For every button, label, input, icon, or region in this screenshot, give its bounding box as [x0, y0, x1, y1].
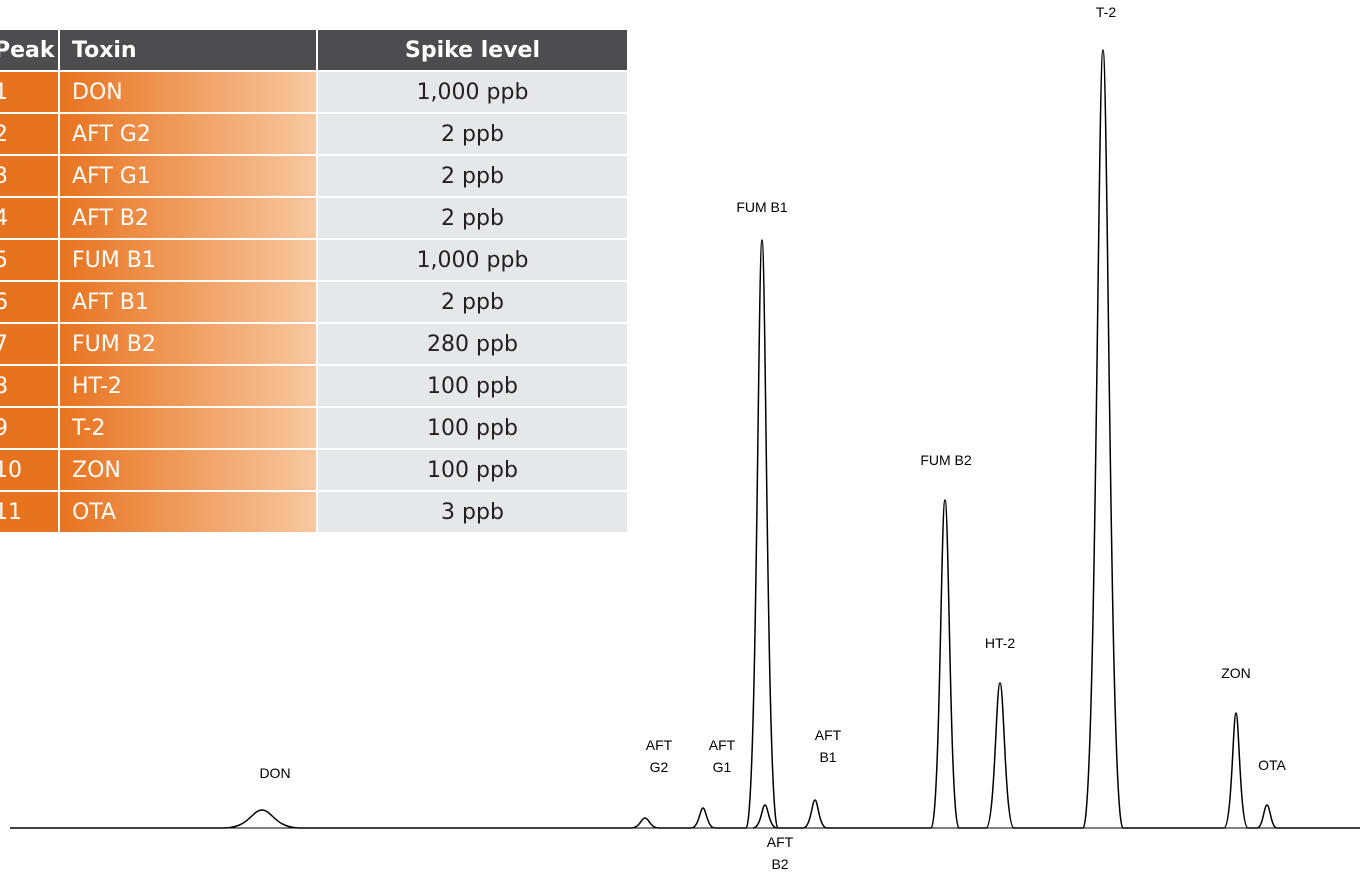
table-cell: AFT B2 [58, 196, 318, 240]
table-cell: 100 ppb [316, 364, 629, 408]
table-cell: HT-2 [58, 364, 318, 408]
table-cell: 4 [0, 196, 60, 240]
table-cell: 1,000 ppb [316, 70, 629, 114]
table-cell: 7 [0, 322, 60, 366]
peak-label: OTA [1258, 757, 1286, 773]
trace-shoulder [752, 804, 778, 829]
table-row: 10 ZON 100 ppb [0, 448, 629, 492]
table-cell: 1 [0, 70, 60, 114]
table-cell: 2 ppb [316, 196, 629, 240]
toxin-table: Peak Toxin Spike level 1 DON 1,000 ppb 2 AFT… [0, 30, 629, 534]
trace [10, 49, 1360, 829]
table-cell: ZON [58, 448, 318, 492]
peak-label: T-2 [1096, 4, 1116, 20]
table-cell: FUM B1 [58, 238, 318, 282]
header-cell: Toxin [58, 30, 318, 72]
peak-label: AFT [767, 834, 794, 850]
table-cell: 2 ppb [316, 280, 629, 324]
header-cell: Spike level [316, 30, 629, 72]
peak-label: HT-2 [985, 635, 1016, 651]
table-cell: 9 [0, 406, 60, 450]
table-cell: 3 ppb [316, 490, 629, 534]
table-row: 3 AFT G1 2 ppb [0, 154, 629, 198]
table-cell: 8 [0, 364, 60, 408]
table-cell: 10 [0, 448, 60, 492]
table-row: 6 AFT B1 2 ppb [0, 280, 629, 324]
table-cell: AFT B1 [58, 280, 318, 324]
peak-label: G1 [713, 759, 732, 775]
table-row: 2 AFT G2 2 ppb [0, 112, 629, 156]
table-cell: 6 [0, 280, 60, 324]
table-cell: 2 [0, 112, 60, 156]
table-cell: T-2 [58, 406, 318, 450]
table-row: 4 AFT B2 2 ppb [0, 196, 629, 240]
peak-label: AFT [815, 727, 842, 743]
table-row: 7 FUM B2 280 ppb [0, 322, 629, 366]
table-cell: 11 [0, 490, 60, 534]
peak-label: FUM B2 [920, 452, 972, 468]
table-cell: 3 [0, 154, 60, 198]
peak-label: ZON [1221, 665, 1251, 681]
table-cell: DON [58, 70, 318, 114]
table-cell: 2 ppb [316, 112, 629, 156]
table-cell: 1,000 ppb [316, 238, 629, 282]
table-cell: AFT G2 [58, 112, 318, 156]
table-row: 9 T-2 100 ppb [0, 406, 629, 450]
table-cell: 5 [0, 238, 60, 282]
peak-label: AFT [646, 737, 673, 753]
header-cell: Peak [0, 30, 60, 72]
peak-label: B1 [819, 749, 836, 765]
header-row: Peak Toxin Spike level [0, 30, 629, 72]
table-cell: FUM B2 [58, 322, 318, 366]
table-cell: 2 ppb [316, 154, 629, 198]
peak-label: FUM B1 [736, 199, 788, 215]
table-row: 8 HT-2 100 ppb [0, 364, 629, 408]
table-cell: OTA [58, 490, 318, 534]
table-cell: 100 ppb [316, 406, 629, 450]
peak-label: G2 [650, 759, 669, 775]
table-cell: AFT G1 [58, 154, 318, 198]
table-row: 11 OTA 3 ppb [0, 490, 629, 534]
table-row: 1 DON 1,000 ppb [0, 70, 629, 114]
peak-label: B2 [771, 856, 788, 872]
peak-label: AFT [709, 737, 736, 753]
table-row: 5 FUM B1 1,000 ppb [0, 238, 629, 282]
peak-labels: DON AFT G2 AFT G1 FUM B1 AFT B2 AFT B1 FUM B2 HT-2 T… [259, 4, 1286, 872]
table-cell: 280 ppb [316, 322, 629, 366]
peak-label: DON [259, 765, 290, 781]
table-cell: 100 ppb [316, 448, 629, 492]
